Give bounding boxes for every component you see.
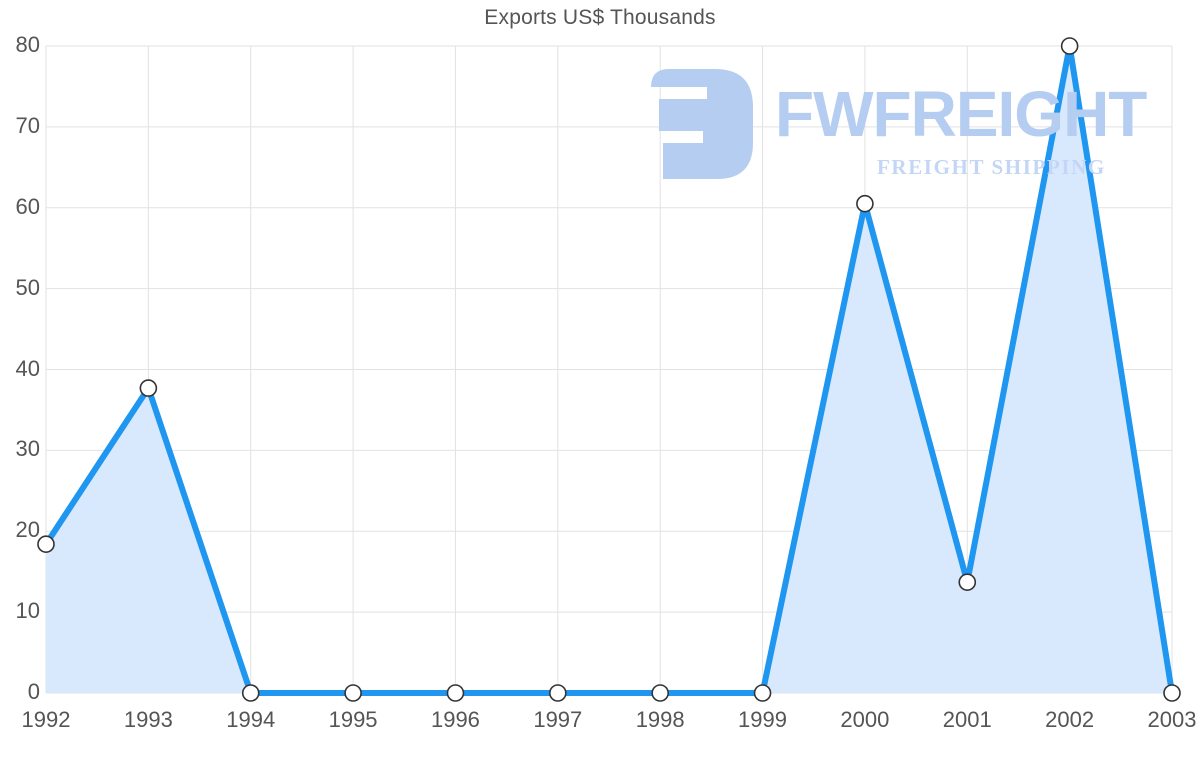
data-point-marker[interactable]	[139, 379, 158, 397]
x-axis-tick-label: 1992	[21, 707, 71, 732]
y-axis-tick-label: 80	[15, 32, 40, 57]
x-axis-tick-label: 1999	[738, 707, 788, 732]
y-axis-tick-label: 30	[15, 436, 40, 462]
y-axis-tick-label: 60	[15, 193, 40, 219]
y-axis-tick-label: 20	[15, 517, 40, 543]
data-point-marker[interactable]	[651, 684, 669, 702]
data-line-path	[43, 43, 1175, 696]
x-axis-tick-label: 1998	[635, 707, 685, 732]
data-point-marker[interactable]	[958, 573, 977, 592]
data-point-marker[interactable]	[344, 684, 362, 702]
y-axis-tick-label: 0	[27, 679, 40, 704]
x-axis-tick-label: 2002	[1045, 707, 1095, 732]
x-axis-tick-label: 2003	[1147, 707, 1197, 732]
area-fill-path	[46, 46, 1172, 693]
y-axis-tick-label: 50	[15, 274, 40, 300]
data-point-marker[interactable]	[241, 684, 260, 702]
data-point-marker[interactable]	[1163, 684, 1181, 702]
data-point-marker[interactable]	[549, 684, 567, 702]
y-axis-tick-label: 70	[15, 112, 40, 138]
data-point-marker[interactable]	[1060, 37, 1079, 55]
chart-title: Exports US$ Thousands	[484, 6, 716, 29]
data-point-marker[interactable]	[446, 684, 465, 702]
data-line	[43, 43, 1175, 696]
area-fill	[46, 46, 1172, 693]
y-axis-tick-label: 40	[15, 355, 40, 381]
data-point-marker[interactable]	[856, 194, 874, 213]
data-point-marker[interactable]	[753, 684, 772, 702]
x-axis-tick-label: 1996	[430, 707, 480, 732]
x-axis-tick-label: 1995	[328, 707, 378, 732]
y-axis-tick-label: 10	[15, 598, 40, 624]
data-point-marker[interactable]	[37, 535, 55, 553]
x-axis-tick-label: 2000	[840, 707, 890, 732]
x-axis-tick-label: 1994	[226, 707, 276, 732]
x-axis-tick-label: 2001	[942, 707, 992, 732]
x-axis-tick-label: 1997	[533, 707, 583, 732]
y-axis: 0 10 20 30 40 50 60 70 80	[0, 0, 40, 763]
data-point-markers	[37, 37, 1181, 702]
x-axis-tick-label: 1993	[123, 707, 173, 732]
